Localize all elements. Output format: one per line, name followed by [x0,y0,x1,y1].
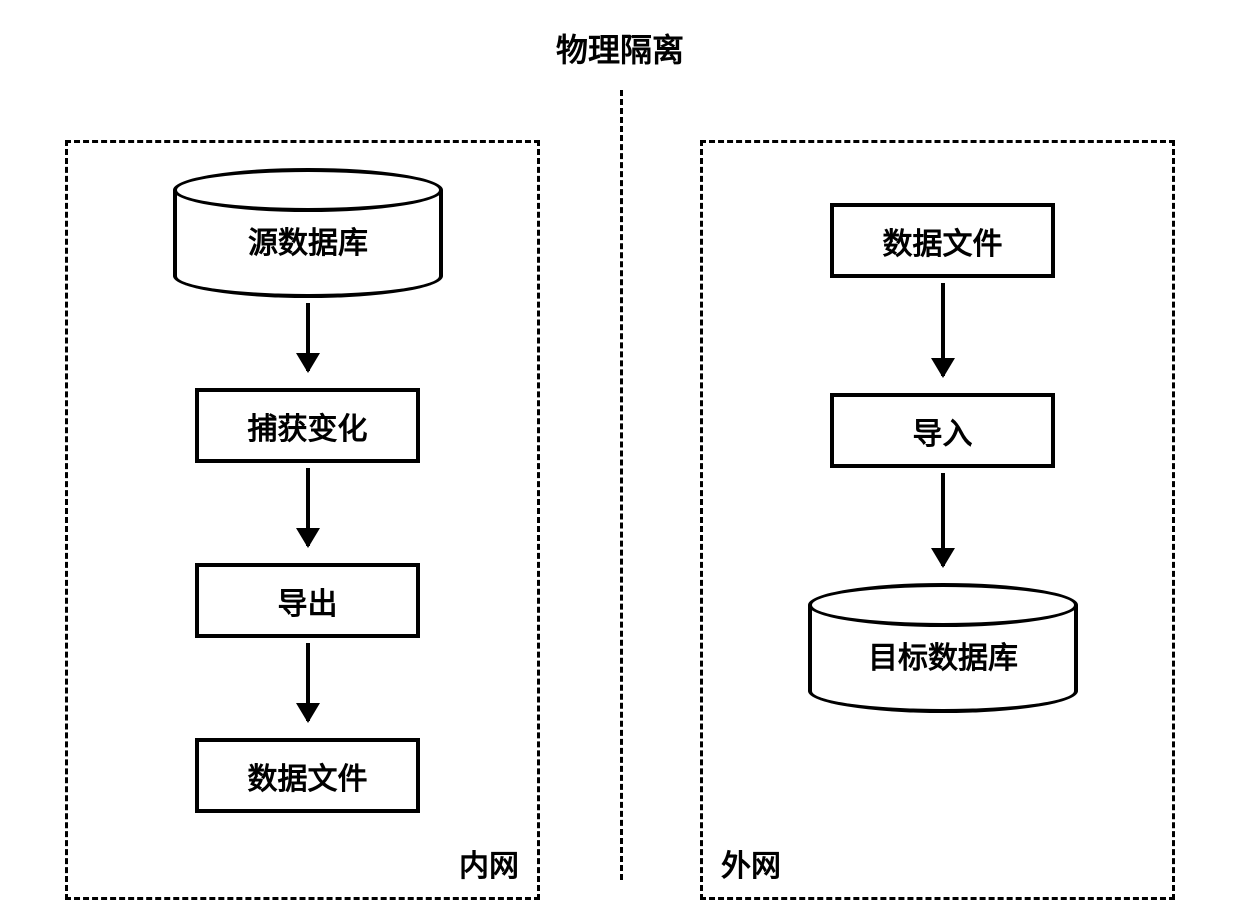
source-database-node: 源数据库 [173,168,443,298]
capture-change-node: 捕获变化 [195,388,420,463]
arrow-capture-export [306,468,310,546]
arrow-datafile-import [941,283,945,376]
data-file-left-node: 数据文件 [195,738,420,813]
target-database-label: 目标数据库 [868,633,1018,677]
arrow-export-datafile [306,643,310,721]
import-label: 导入 [913,409,973,453]
arrow-import-targetdb [941,473,945,566]
data-file-right-label: 数据文件 [883,219,1003,263]
external-network-box: 数据文件 导入 目标数据库 外网 [700,140,1175,900]
arrow-sourcedb-capture [306,303,310,371]
data-file-right-node: 数据文件 [830,203,1055,278]
external-network-label: 外网 [721,841,781,885]
data-file-left-label: 数据文件 [248,754,368,798]
target-database-node: 目标数据库 [808,583,1078,713]
source-database-label: 源数据库 [248,218,368,262]
export-node: 导出 [195,563,420,638]
internal-network-label: 内网 [459,841,519,885]
physical-isolation-divider [620,90,623,880]
export-label: 导出 [278,579,338,623]
internal-network-box: 源数据库 捕获变化 导出 数据文件 内网 [65,140,540,900]
diagram-title: 物理隔离 [556,25,684,71]
capture-change-label: 捕获变化 [248,404,368,448]
import-node: 导入 [830,393,1055,468]
